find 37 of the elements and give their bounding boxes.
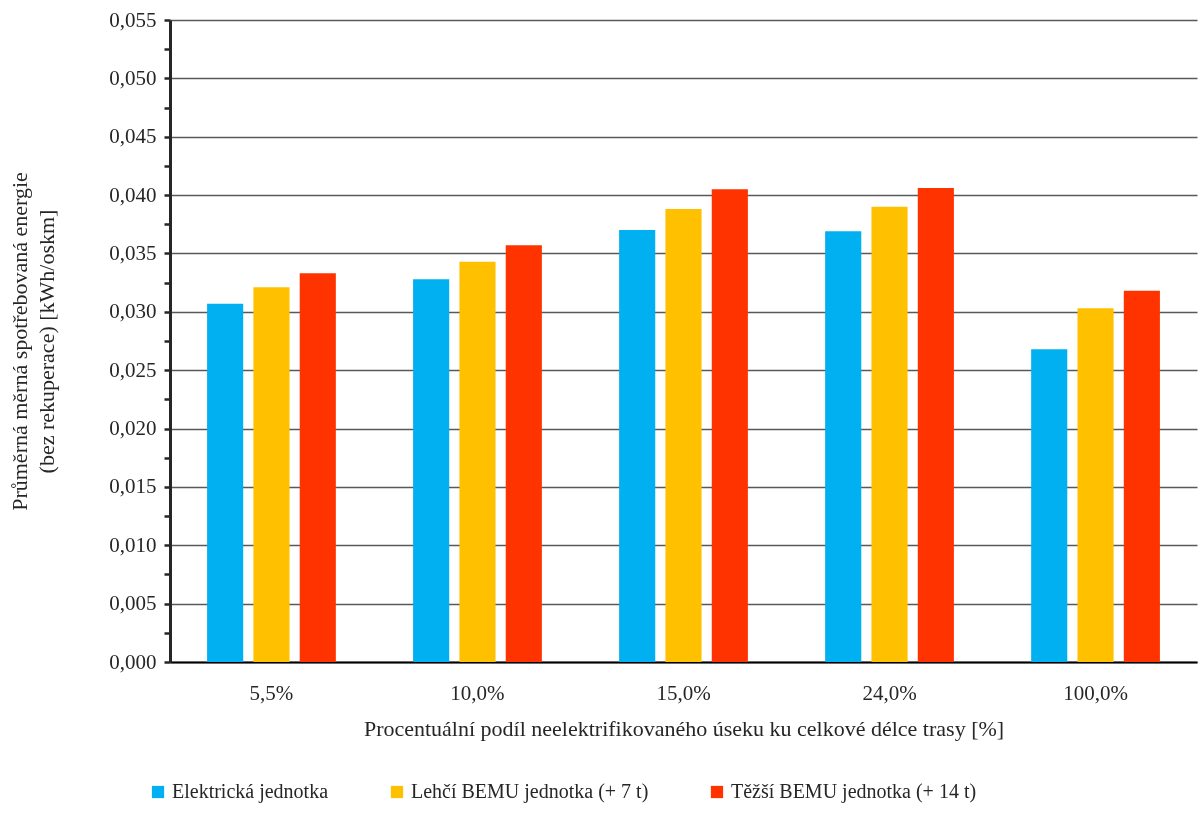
bar	[299, 273, 336, 662]
y-tick-label: 0,055	[109, 7, 157, 32]
legend-label: Lehčí BEMU jednotka (+ 7 t)	[411, 780, 649, 803]
bar	[413, 279, 450, 662]
x-tick-label: 100,0%	[1063, 680, 1128, 705]
bar	[619, 230, 656, 662]
y-tick-label: 0,020	[109, 416, 157, 441]
y-tick-label: 0,030	[109, 299, 157, 324]
y-tick-label: 0,025	[109, 357, 157, 382]
x-axis-title: Procentuální podíl neelektrifikovaného úseku ku celkové délce trasy [%]	[363, 715, 1005, 741]
bar	[253, 287, 290, 662]
y-axis-title: Průměrná měrná spotřebovaná energie (bez rekuperace) [kWh/oskm]	[7, 172, 60, 511]
bar	[505, 245, 542, 662]
x-tick-label: 10,0%	[450, 680, 505, 705]
y-tick-label: 0,045	[109, 124, 157, 149]
y-tick-label: 0,015	[109, 474, 157, 499]
x-tick-label: 24,0%	[862, 680, 917, 705]
y-tick-label: 0,005	[109, 591, 157, 616]
legend-label: Těžší BEMU jednotka (+ 14 t)	[731, 780, 977, 803]
y-tick-label: 0,035	[109, 240, 157, 265]
bar	[711, 189, 748, 662]
y-tick-label: 0,040	[109, 182, 157, 207]
bar	[917, 188, 954, 662]
bar	[665, 209, 702, 662]
y-tick-label: 0,000	[109, 649, 157, 674]
legend-label: Elektrická jednotka	[172, 780, 329, 803]
bar	[1123, 290, 1160, 662]
x-tick-label: 15,0%	[656, 680, 711, 705]
bar	[825, 231, 862, 662]
x-tick-label: 5,5%	[249, 680, 294, 705]
bar	[1031, 349, 1068, 662]
bar	[1077, 308, 1114, 662]
y-tick-label: 0,050	[109, 65, 157, 90]
bar	[207, 303, 244, 662]
y-tick-label: 0,010	[109, 532, 157, 557]
bar	[871, 206, 908, 662]
bar	[459, 261, 496, 662]
